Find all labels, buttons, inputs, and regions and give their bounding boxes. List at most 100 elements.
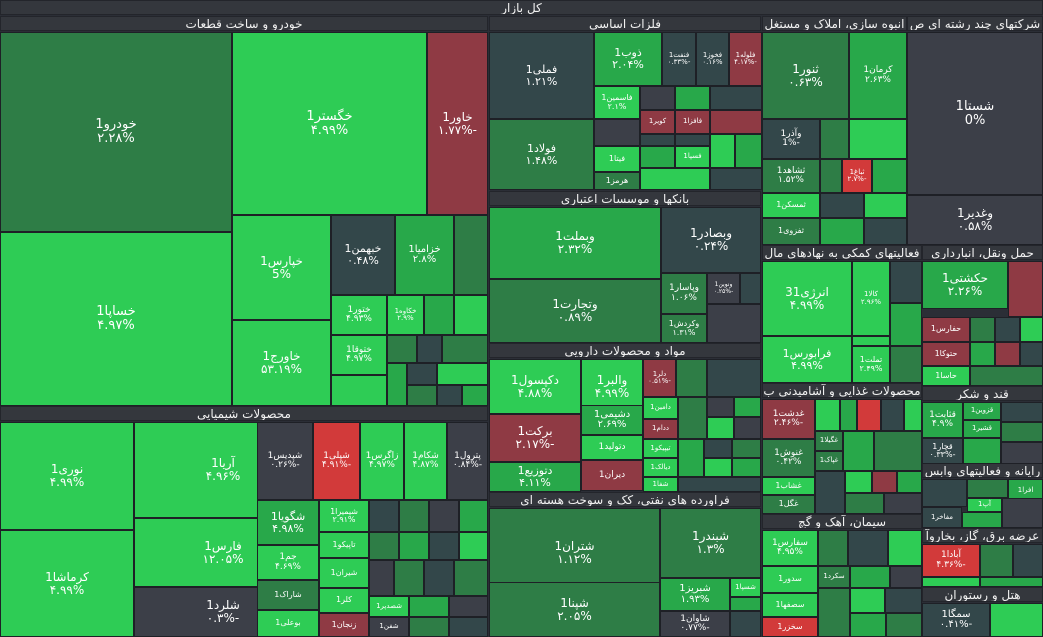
stock-tile[interactable]: کلر1 (319, 588, 369, 613)
minor-stock-tile[interactable] (815, 399, 840, 431)
stock-tile[interactable]: خکاوه1 ۲.۹% (387, 295, 424, 335)
minor-stock-tile[interactable] (735, 134, 762, 168)
stock-tile[interactable]: شفا1 (643, 477, 678, 492)
sector-header[interactable]: قند و شکر (922, 386, 1043, 401)
minor-stock-tile[interactable] (990, 603, 1043, 637)
minor-stock-tile[interactable] (850, 588, 885, 613)
sector-header[interactable]: فراورده های نفتی، کک و سوخت هسته ای (489, 492, 761, 507)
stock-tile[interactable]: خاور1 -۱.۷۷% (427, 32, 488, 215)
stock-tile[interactable]: شیمیرا1 ۲.۹۱% (319, 500, 369, 532)
stock-tile[interactable]: دلر1 -۰.۵۱% (643, 359, 676, 397)
minor-stock-tile[interactable] (962, 512, 1002, 528)
stock-tile[interactable]: ختور1 ۴.۹۳% (331, 295, 387, 335)
minor-stock-tile[interactable] (409, 596, 449, 617)
minor-stock-tile[interactable] (424, 295, 454, 335)
minor-stock-tile[interactable] (387, 335, 417, 363)
stock-tile[interactable]: والبر1 ۴.۹۹% (581, 359, 643, 414)
minor-stock-tile[interactable] (449, 596, 488, 617)
minor-stock-tile[interactable] (734, 397, 761, 417)
minor-stock-tile[interactable] (707, 397, 734, 417)
minor-stock-tile[interactable] (967, 479, 1008, 498)
sector-header[interactable]: خودرو و ساخت قطعات (0, 16, 488, 31)
minor-stock-tile[interactable] (732, 458, 761, 477)
stock-tile[interactable]: قثابت1 ۴.۹% (922, 402, 963, 438)
sector-header[interactable]: مواد و محصولات دارویی (489, 343, 761, 358)
stock-tile[interactable]: دتوزیع1 ۴.۱۱% (489, 462, 581, 492)
sector-header[interactable]: انبوه سازی، املاک و مستغل (762, 16, 907, 31)
stock-tile[interactable]: شبریز1 ۱.۹۳% (660, 578, 730, 611)
stock-tile[interactable]: حکشتی1 ۲.۲۶% (922, 261, 1008, 309)
stock-tile[interactable]: خاورج1 ۵۳.۱۹% (232, 320, 331, 406)
stock-tile[interactable]: فولاد1 ۱.۴۸% (489, 119, 594, 190)
minor-stock-tile[interactable] (409, 617, 449, 637)
minor-stock-tile[interactable] (675, 134, 710, 146)
minor-stock-tile[interactable] (820, 119, 849, 159)
stock-tile[interactable]: وبملت1 ۲.۳۲% (489, 207, 661, 279)
stock-tile[interactable]: خزامیا1 ۲.۸% (395, 215, 454, 295)
minor-stock-tile[interactable] (890, 566, 922, 588)
stock-tile[interactable]: وغدیر1 ۰.۵۸% (907, 195, 1043, 245)
stock-tile[interactable]: سکرد1 (818, 566, 850, 588)
stock-tile[interactable]: فیتا1 (594, 146, 640, 172)
stock-tile[interactable]: قزوین1 (963, 402, 1001, 420)
minor-stock-tile[interactable] (704, 458, 732, 477)
minor-stock-tile[interactable] (1013, 544, 1043, 577)
stock-tile[interactable]: آبادا1 -۴.۳۶% (922, 544, 980, 577)
stock-tile[interactable]: فخوز1 ۰.۱۶% (696, 32, 729, 86)
minor-stock-tile[interactable] (820, 159, 842, 193)
minor-stock-tile[interactable] (730, 611, 761, 637)
minor-stock-tile[interactable] (1002, 498, 1043, 528)
stock-tile[interactable]: فافزا1 (675, 110, 710, 134)
minor-stock-tile[interactable] (399, 532, 429, 560)
stock-tile[interactable]: بوعلی1 (257, 610, 319, 637)
minor-stock-tile[interactable] (850, 613, 886, 637)
sector-header[interactable]: حمل ونقل، انبارداری (922, 245, 1043, 260)
minor-stock-tile[interactable] (970, 317, 995, 342)
minor-stock-tile[interactable] (459, 532, 488, 560)
stock-tile[interactable]: غپاک1 (815, 451, 843, 471)
stock-tile[interactable]: ددام1 (643, 419, 678, 439)
minor-stock-tile[interactable] (886, 613, 922, 637)
minor-stock-tile[interactable] (462, 385, 488, 406)
minor-stock-tile[interactable] (675, 86, 710, 110)
minor-stock-tile[interactable] (740, 273, 761, 304)
stock-tile[interactable]: فرابورس1 ۴.۹۹% (762, 336, 852, 383)
stock-tile[interactable]: سصفها1 (762, 593, 818, 617)
sector-header[interactable]: شرکتهای چند رشته ای ص (907, 16, 1043, 31)
minor-stock-tile[interactable] (872, 159, 907, 193)
stock-tile[interactable]: غگیلا1 (815, 431, 843, 451)
minor-stock-tile[interactable] (980, 544, 1013, 577)
minor-stock-tile[interactable] (995, 342, 1020, 366)
minor-stock-tile[interactable] (872, 471, 897, 493)
stock-tile[interactable]: خگستر1 ۴.۹۹% (232, 32, 427, 215)
minor-stock-tile[interactable] (710, 168, 762, 190)
stock-tile[interactable]: غنوش1 ۰.۴۲% (762, 439, 815, 477)
stock-tile[interactable]: نوری1 ۴.۹۹% (0, 422, 134, 530)
minor-stock-tile[interactable] (417, 335, 442, 363)
minor-stock-tile[interactable] (1001, 442, 1043, 464)
stock-tile[interactable]: جم1 ۴.۶۹% (257, 545, 319, 580)
stock-tile[interactable]: ثفزوی1 (762, 218, 820, 245)
sector-header[interactable]: فلزات اساسی (489, 16, 761, 31)
minor-stock-tile[interactable] (594, 119, 640, 146)
minor-stock-tile[interactable] (843, 431, 874, 471)
minor-stock-tile[interactable] (369, 560, 394, 596)
stock-tile[interactable]: شپدیس1 -۰.۲۶% (257, 422, 313, 500)
stock-tile[interactable]: شفن1 (369, 617, 409, 637)
minor-stock-tile[interactable] (864, 218, 907, 245)
minor-stock-tile[interactable] (890, 261, 922, 303)
minor-stock-tile[interactable] (676, 359, 707, 397)
minor-stock-tile[interactable] (710, 134, 735, 168)
stock-tile[interactable]: شیران1 (319, 558, 369, 588)
minor-stock-tile[interactable] (449, 617, 488, 637)
minor-stock-tile[interactable] (407, 385, 437, 406)
minor-stock-tile[interactable] (1001, 402, 1043, 422)
stock-tile[interactable]: حاسا1 (922, 366, 970, 386)
stock-tile[interactable]: ثشاهد1 ۱.۵۲% (762, 159, 820, 193)
sector-header[interactable]: بانکها و موسسات اعتباری (489, 191, 761, 206)
minor-stock-tile[interactable] (963, 438, 1001, 464)
stock-tile[interactable]: دیران1 (581, 460, 643, 491)
minor-stock-tile[interactable] (840, 399, 857, 431)
minor-stock-tile[interactable] (710, 110, 762, 134)
stock-tile[interactable]: ذوب1 ۲.۰۴% (594, 32, 662, 86)
